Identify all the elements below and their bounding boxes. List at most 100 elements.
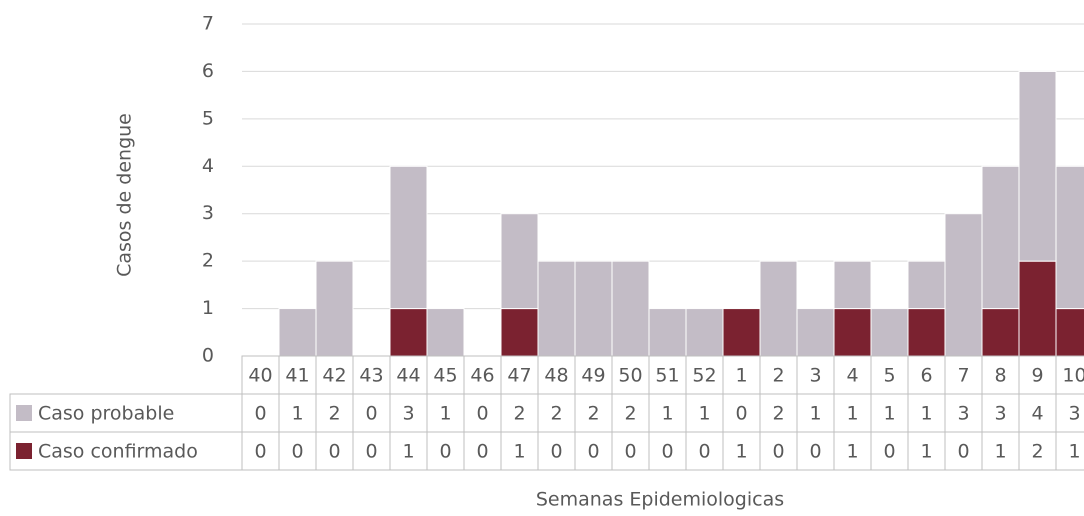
x-tick-label: 44 — [396, 365, 420, 387]
table-value: 1 — [920, 441, 932, 463]
table-value: 0 — [698, 441, 710, 463]
table-value: 0 — [328, 441, 340, 463]
bar — [981, 165, 1020, 310]
table-value: 3 — [1068, 403, 1080, 425]
bar — [796, 308, 835, 357]
table-value: 0 — [661, 441, 673, 463]
y-tick-label: 1 — [202, 297, 214, 319]
legend-swatch — [16, 405, 32, 421]
bar — [870, 308, 909, 357]
table-value: 1 — [513, 441, 525, 463]
x-tick-label: 46 — [470, 365, 494, 387]
table-value: 0 — [587, 441, 599, 463]
bar — [1055, 165, 1084, 310]
x-tick-label: 5 — [883, 365, 895, 387]
table-value: 0 — [439, 441, 451, 463]
bar — [500, 308, 539, 357]
bar — [426, 308, 465, 357]
y-tick-label: 7 — [202, 13, 214, 35]
bar — [944, 213, 983, 357]
x-tick-label: 48 — [544, 365, 568, 387]
table-value: 2 — [587, 403, 599, 425]
bar — [759, 260, 798, 357]
table-row — [9, 431, 1084, 471]
y-tick-label: 4 — [202, 155, 214, 177]
bar — [1018, 260, 1057, 357]
table-value: 1 — [994, 441, 1006, 463]
table-value: 1 — [439, 403, 451, 425]
table-value: 0 — [624, 441, 636, 463]
bar — [537, 260, 576, 357]
table-value: 4 — [1031, 403, 1043, 425]
table-value: 1 — [402, 441, 414, 463]
table-value: 0 — [883, 441, 895, 463]
table-value: 1 — [920, 403, 932, 425]
bar — [611, 260, 650, 357]
x-tick-label: 2 — [772, 365, 784, 387]
bar — [574, 260, 613, 357]
bar — [907, 308, 946, 357]
y-tick-label: 2 — [202, 250, 214, 272]
bar — [685, 308, 724, 357]
bar — [1018, 70, 1057, 262]
bar — [389, 308, 428, 357]
bar — [833, 260, 872, 310]
table-value: 1 — [661, 403, 673, 425]
table-value: 1 — [883, 403, 895, 425]
x-tick-label: 45 — [433, 365, 457, 387]
table-value: 1 — [846, 441, 858, 463]
x-tick-label: 4 — [846, 365, 858, 387]
table-value: 0 — [365, 403, 377, 425]
table-value: 0 — [254, 441, 266, 463]
x-tick-label: 50 — [618, 365, 642, 387]
y-tick-label: 3 — [202, 202, 214, 224]
x-tick-label: 7 — [957, 365, 969, 387]
table-value: 0 — [550, 441, 562, 463]
legend-label: Caso probable — [38, 403, 174, 425]
x-tick-label: 3 — [809, 365, 821, 387]
bar — [1055, 308, 1084, 357]
table-value: 0 — [957, 441, 969, 463]
bar — [278, 308, 317, 357]
y-tick-label: 0 — [202, 345, 214, 367]
x-tick-label: 51 — [655, 365, 679, 387]
x-axis-label: Semanas Epidemiologicas — [536, 489, 784, 511]
table-value: 0 — [254, 403, 266, 425]
bar — [389, 165, 428, 310]
legend-label: Caso confirmado — [38, 441, 198, 463]
table-value: 3 — [994, 403, 1006, 425]
bar — [833, 308, 872, 357]
table-value: 0 — [476, 441, 488, 463]
x-tick-label: 49 — [581, 365, 605, 387]
table-value: 0 — [476, 403, 488, 425]
table-value: 1 — [698, 403, 710, 425]
table-value: 1 — [809, 403, 821, 425]
x-tick-label: 43 — [359, 365, 383, 387]
x-tick-label: 41 — [285, 365, 309, 387]
table-value: 2 — [328, 403, 340, 425]
table-value: 1 — [846, 403, 858, 425]
y-axis-label: Casos de dengue — [114, 113, 136, 277]
legend-swatch — [16, 443, 32, 459]
table-value: 1 — [291, 403, 303, 425]
x-tick-label: 1 — [735, 365, 747, 387]
table-value: 0 — [291, 441, 303, 463]
x-tick-label: 6 — [920, 365, 932, 387]
y-tick-label: 6 — [202, 60, 214, 82]
x-tick-label: 10 — [1062, 365, 1084, 387]
table-value: 2 — [1031, 441, 1043, 463]
table-value: 0 — [365, 441, 377, 463]
table-value: 2 — [550, 403, 562, 425]
bar — [500, 213, 539, 310]
table-value: 3 — [402, 403, 414, 425]
x-tick-label: 52 — [692, 365, 716, 387]
table-value: 0 — [772, 441, 784, 463]
bar — [981, 308, 1020, 357]
table-value: 0 — [809, 441, 821, 463]
x-tick-label: 47 — [507, 365, 531, 387]
bar — [648, 308, 687, 357]
table-value: 2 — [772, 403, 784, 425]
x-tick-label: 42 — [322, 365, 346, 387]
x-tick-label: 9 — [1031, 365, 1043, 387]
x-tick-label: 8 — [994, 365, 1006, 387]
